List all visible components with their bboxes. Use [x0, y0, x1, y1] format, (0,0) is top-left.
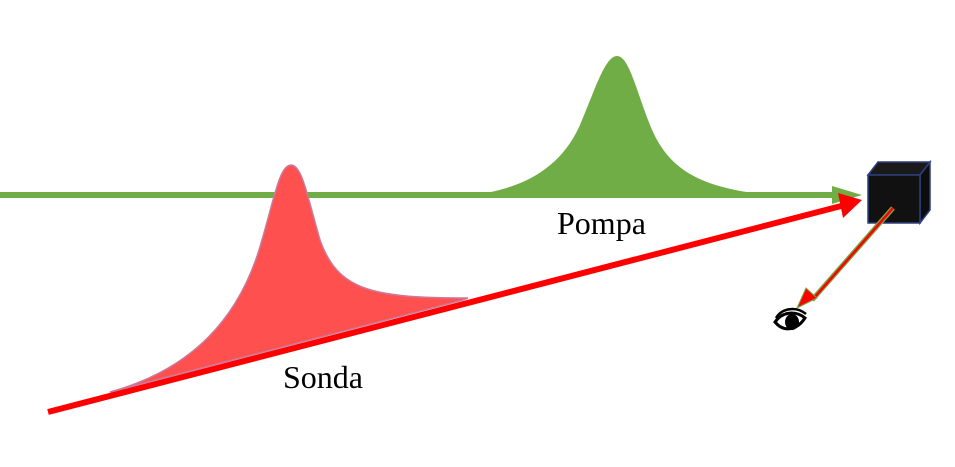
- pump-label: Pompa: [557, 205, 646, 241]
- probe-pulse: [109, 164, 469, 393]
- sample-cube-icon: [866, 159, 932, 226]
- probe-beam: [47, 202, 846, 415]
- probe-arrowhead: [838, 193, 862, 218]
- signal-arrowhead: [795, 287, 818, 310]
- probe-label: Sonda: [283, 359, 363, 395]
- eye-icon: [773, 307, 808, 331]
- signal-beam-core: [813, 207, 894, 299]
- pump-pulse: [470, 56, 770, 195]
